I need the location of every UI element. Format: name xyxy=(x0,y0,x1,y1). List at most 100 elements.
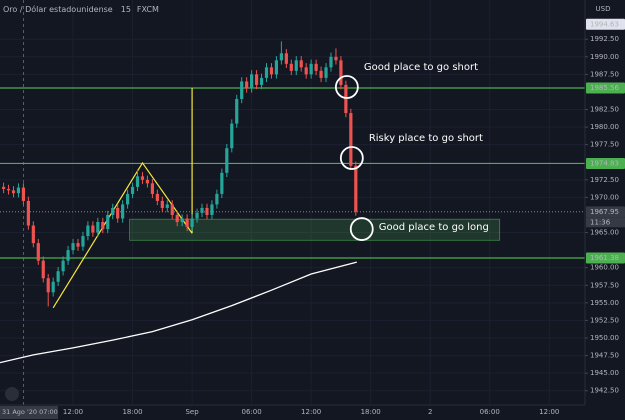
level-label-box xyxy=(586,82,625,94)
level-label: 1985.56 xyxy=(590,84,619,92)
candle-body xyxy=(26,200,30,226)
candle-body xyxy=(140,176,145,180)
candle-body xyxy=(170,204,174,215)
x-tick-label: 12:00 xyxy=(301,408,321,416)
candle-body xyxy=(200,207,204,213)
candle-body xyxy=(259,77,264,85)
candle-body xyxy=(46,278,50,293)
candle-body xyxy=(61,260,65,272)
y-tick-label: 1947.50 xyxy=(590,352,619,360)
candle-body xyxy=(16,187,21,194)
annotation-text: Good place to go long xyxy=(379,222,489,233)
candle-body xyxy=(121,204,125,219)
candle-body xyxy=(135,176,140,187)
high-price-label-box xyxy=(586,18,625,30)
candle-body xyxy=(235,98,239,124)
candle-body xyxy=(111,207,115,215)
candle-body xyxy=(324,67,328,78)
candle-body xyxy=(284,53,288,64)
y-tick-label: 1952.50 xyxy=(590,316,619,324)
high-price-label: 1994.63 xyxy=(590,20,619,28)
y-tick-label: 1950.00 xyxy=(590,334,619,342)
candle-body xyxy=(279,53,283,61)
candle-body xyxy=(81,236,85,247)
candle-body xyxy=(66,250,70,261)
candle-body xyxy=(36,243,40,261)
candle-body xyxy=(86,225,90,237)
y-tick-label: 1977.50 xyxy=(590,141,619,149)
candle-body xyxy=(319,70,323,78)
candle-body xyxy=(31,225,35,244)
candle-body xyxy=(41,260,45,279)
candle-body xyxy=(354,165,358,212)
candle-body xyxy=(160,200,164,208)
countdown-box xyxy=(586,217,625,228)
candle-body xyxy=(304,67,308,75)
candle-body xyxy=(96,222,100,233)
candle-body xyxy=(145,179,150,184)
countdown: 11:36 xyxy=(590,218,611,226)
candle-body xyxy=(344,84,348,114)
annotation-circle xyxy=(334,75,359,99)
annotation-text: Risky place to go short xyxy=(369,133,483,144)
candle-body xyxy=(155,193,159,201)
x-tick-label: 12:00 xyxy=(63,408,83,416)
candle-body xyxy=(6,188,11,191)
y-tick-label: 1957.50 xyxy=(590,281,619,289)
level-label-box xyxy=(586,157,625,169)
candle-body xyxy=(294,60,298,71)
candle-body xyxy=(56,271,60,282)
level-label: 1961.38 xyxy=(590,254,619,262)
candle-body xyxy=(264,67,269,78)
candle-body xyxy=(225,148,229,173)
candle-body xyxy=(125,193,130,205)
candle-body xyxy=(51,281,55,293)
candle-body xyxy=(299,60,303,68)
x-tick-label: 06:00 xyxy=(480,408,500,416)
candle-body xyxy=(289,63,293,71)
y-tick-label: 1987.50 xyxy=(590,70,619,78)
candle-body xyxy=(220,172,224,194)
candle-body xyxy=(215,193,219,205)
y-tick-label: 1980.00 xyxy=(590,123,619,131)
candle-body xyxy=(245,81,249,89)
candle-body xyxy=(269,67,274,75)
y-tick-label: 1982.50 xyxy=(590,106,619,114)
candle-body xyxy=(205,207,209,215)
y-tick-label: 1955.00 xyxy=(590,299,619,307)
annotation-circle xyxy=(349,217,374,241)
chart-title: Oro / Dólar estadounidense xyxy=(3,4,113,14)
time-axis-bg xyxy=(0,405,585,420)
candle-body xyxy=(309,63,313,75)
candle-body xyxy=(349,113,353,166)
candle-body xyxy=(101,222,105,230)
currency: USD xyxy=(596,5,611,13)
y-tick-label: 1992.50 xyxy=(590,35,619,43)
candle-body xyxy=(106,214,110,230)
level-label: 1974.83 xyxy=(590,159,619,167)
y-tick-label: 1970.00 xyxy=(590,193,619,201)
candle-body xyxy=(76,243,80,247)
x-tick-label: 2 xyxy=(428,408,432,416)
level-label-box xyxy=(586,252,625,264)
candle-body xyxy=(185,218,189,227)
candle-body xyxy=(254,74,259,85)
candle-body xyxy=(329,56,333,68)
candle-body xyxy=(175,214,179,223)
grid xyxy=(0,0,585,405)
x-tick-label: 12:00 xyxy=(539,408,559,416)
trend-drawing xyxy=(52,161,193,309)
x-tick-label: 18:00 xyxy=(361,408,381,416)
crosshair-label: 31 Ago '20 07:00 xyxy=(2,408,58,416)
x-tick-label: 06:00 xyxy=(242,408,262,416)
x-tick-label: Sep xyxy=(185,408,199,416)
candle-body xyxy=(150,183,155,194)
y-tick-label: 1965.00 xyxy=(590,229,619,237)
y-tick-label: 1972.50 xyxy=(590,176,619,184)
last-price-label: 1967.95 xyxy=(590,208,619,216)
candle-body xyxy=(314,63,318,71)
support-zone xyxy=(129,218,501,241)
candle-body xyxy=(334,56,338,61)
